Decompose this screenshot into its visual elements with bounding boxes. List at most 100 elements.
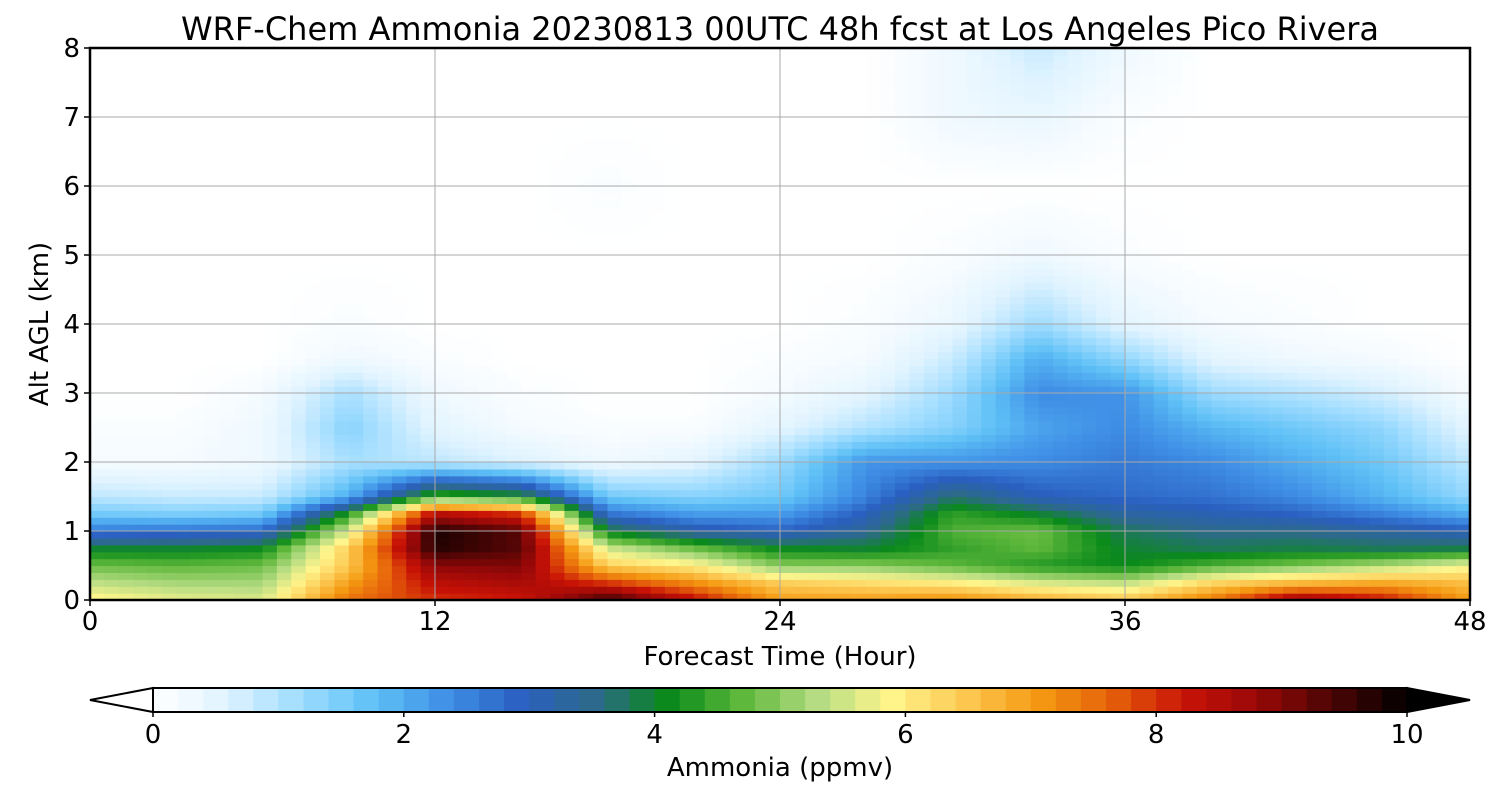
heatmap-cell	[1254, 434, 1270, 442]
heatmap-cell	[823, 565, 839, 573]
heatmap-cell	[1268, 406, 1284, 415]
heatmap-cell	[147, 565, 163, 573]
heatmap-cell	[1182, 282, 1198, 291]
heatmap-cell	[1254, 420, 1270, 429]
heatmap-cell	[161, 399, 177, 408]
heatmap-cell	[938, 455, 954, 463]
heatmap-cell	[1240, 261, 1255, 270]
heatmap-cell	[1268, 268, 1284, 277]
heatmap-cell	[506, 393, 522, 401]
heatmap-cell	[1254, 448, 1270, 456]
heatmap-cell	[1024, 565, 1040, 573]
heatmap-cell	[1254, 586, 1270, 594]
heatmap-cell	[880, 551, 896, 560]
heatmap-cell	[521, 372, 537, 380]
heatmap-cell	[1426, 475, 1442, 484]
heatmap-cell	[305, 393, 321, 401]
heatmap-cell	[1326, 365, 1342, 373]
heatmap-cell	[1196, 317, 1212, 325]
heatmap-cell	[808, 482, 824, 491]
heatmap-cell	[1182, 317, 1198, 325]
heatmap-cell	[923, 593, 939, 601]
heatmap-cell	[693, 572, 709, 580]
heatmap-cell	[391, 510, 407, 518]
heatmap-cell	[722, 427, 738, 435]
heatmap-cell	[535, 531, 551, 539]
heatmap-cell	[823, 482, 839, 491]
heatmap-cell	[895, 475, 910, 484]
heatmap-cell	[176, 275, 192, 284]
heatmap-cell	[765, 275, 781, 284]
heatmap-cell	[1383, 524, 1399, 532]
heatmap-cell	[607, 565, 623, 573]
heatmap-cell	[463, 379, 479, 387]
heatmap-cell	[780, 344, 795, 353]
heatmap-cell	[205, 393, 220, 401]
heatmap-cell	[161, 379, 177, 387]
heatmap-cell	[1225, 275, 1241, 284]
heatmap-cell	[621, 482, 637, 491]
heatmap-cell	[435, 261, 450, 270]
heatmap-cell	[607, 441, 623, 449]
heatmap-cell	[1053, 330, 1069, 339]
heatmap-cell	[1268, 372, 1284, 380]
heatmap-cell	[521, 282, 537, 291]
heatmap-cell	[593, 275, 609, 284]
heatmap-cell	[909, 330, 925, 339]
heatmap-cell	[262, 593, 278, 601]
heatmap-cell	[1283, 406, 1299, 415]
heatmap-cell	[1182, 462, 1198, 470]
heatmap-cell	[1441, 365, 1457, 373]
heatmap-cell	[348, 489, 364, 498]
heatmap-cell	[851, 551, 867, 560]
heatmap-cell	[1383, 517, 1399, 525]
heatmap-cell	[1125, 427, 1140, 435]
heatmap-cell	[550, 468, 565, 477]
heatmap-cell	[104, 310, 120, 318]
heatmap-cell	[348, 351, 364, 360]
heatmap-cell	[262, 558, 278, 567]
heatmap-cell	[780, 503, 795, 511]
heatmap-cell	[621, 427, 637, 435]
heatmap-cell	[1297, 544, 1313, 553]
heatmap-cell	[320, 462, 335, 470]
heatmap-cell	[377, 593, 393, 601]
heatmap-cell	[348, 268, 364, 277]
heatmap-cell	[305, 365, 321, 373]
heatmap-cell	[291, 489, 307, 498]
heatmap-cell	[320, 406, 335, 415]
heatmap-cell	[765, 586, 781, 594]
heatmap-cell	[305, 496, 321, 504]
heatmap-cell	[564, 303, 580, 311]
heatmap-cell	[1412, 427, 1428, 435]
heatmap-cell	[535, 551, 551, 560]
heatmap-cell	[348, 572, 364, 580]
heatmap-cell	[693, 268, 709, 277]
heatmap-cell	[794, 386, 810, 394]
heatmap-cell	[722, 475, 738, 484]
heatmap-cell	[276, 462, 292, 470]
heatmap-cell	[176, 531, 192, 539]
heatmap-cell	[909, 448, 925, 456]
heatmap-cell	[823, 386, 839, 394]
heatmap-cell	[1211, 393, 1227, 401]
heatmap-cell	[765, 544, 781, 553]
heatmap-cell	[233, 455, 249, 463]
heatmap-cell	[147, 572, 163, 580]
heatmap-cell	[449, 241, 465, 249]
heatmap-cell	[693, 406, 709, 415]
heatmap-cell	[205, 241, 220, 249]
heatmap-cell	[607, 317, 623, 325]
heatmap-cell	[1168, 468, 1184, 477]
heatmap-cell	[276, 496, 292, 504]
heatmap-cell	[463, 358, 479, 366]
heatmap-cell	[851, 393, 867, 401]
heatmap-cell	[1268, 241, 1284, 249]
heatmap-cell	[1153, 268, 1169, 277]
heatmap-cell	[190, 586, 206, 594]
heatmap-cell	[535, 296, 551, 304]
heatmap-cell	[578, 462, 594, 470]
heatmap-cell	[1110, 261, 1126, 270]
heatmap-cell	[478, 441, 494, 449]
heatmap-cell	[1311, 579, 1327, 587]
